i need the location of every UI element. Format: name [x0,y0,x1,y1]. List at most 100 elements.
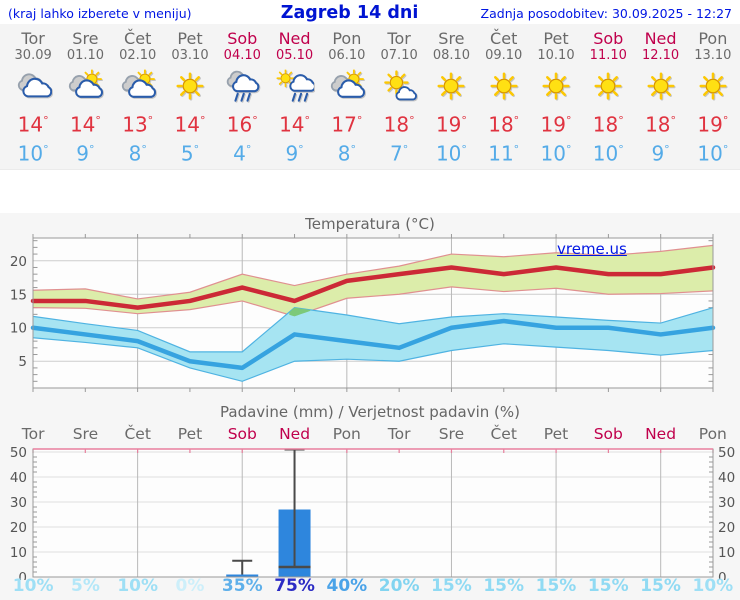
svg-text:10: 10 [10,545,27,561]
svg-text:40: 40 [10,470,27,486]
precip-day-label: Čet [490,425,517,443]
precip-day-labels: Tor Sre Čet Pet Sob Ned Pon Tor Sre Čet Pet Sob Ned P… [7,425,739,443]
day-date: 03.10 [171,48,209,63]
temp-max: 14° [17,112,49,137]
temp-min: 10° [697,141,729,166]
forecast-day-column: Pon 06.10 17° 8° [321,24,373,169]
day-date: 13.10 [694,48,732,63]
vreme-watermark-link[interactable]: vreme.us [557,240,627,258]
temp-min: 7° [390,141,409,166]
weather-icon-cloudy [14,69,52,103]
weather-icon-sunny [537,69,575,103]
temp-min: 9° [651,141,670,166]
forecast-day-column: Sob 04.10 16° 4° [216,24,268,169]
precip-day-label: Pet [543,425,569,443]
day-name: Pon [698,29,728,48]
precip-day-label: Tor [387,425,411,443]
forecast-day-column: Tor 07.10 18° 7° [373,24,425,169]
forecast-day-column: Sre 01.10 14° 9° [59,24,111,169]
forecast-day-column: Ned 12.10 18° 9° [634,24,686,169]
day-name: Čet [124,29,152,48]
day-name: Čet [490,29,518,48]
day-date: 10.10 [537,48,575,63]
temp-min: 5° [180,141,200,166]
forecast-day-column: Pon 13.10 19° 10° [687,24,739,169]
svg-text:30: 30 [718,495,735,511]
precip-probability: 5% [70,576,100,596]
weather-icon-partly-cloudy [119,69,157,103]
forecast-day-column: Tor 30.09 14° 10° [7,24,59,169]
precip-day-label: Pon [332,425,361,443]
day-date: 08.10 [432,48,471,63]
temp-max: 14° [279,112,311,137]
forecast-day-column: Čet 02.10 13° 8° [112,24,164,169]
forecast-day-column: Pet 10.10 19° 10° [530,24,582,169]
day-date: 09.10 [485,48,523,63]
precip-probability: 10% [117,576,159,596]
day-name: Sre [72,29,99,48]
svg-text:30: 30 [10,495,27,511]
svg-text:0: 0 [18,570,27,580]
day-name: Sre [438,29,465,48]
forecast-day-column: Ned 05.10 14° 9° [268,24,320,169]
temperature-chart-title: Temperatura (°C) [305,215,435,233]
forecast-day-column: Čet 09.10 18° 11° [478,24,530,169]
precip-day-label: Tor [21,425,45,443]
weather-icon-sunny [694,69,732,103]
temp-max: 16° [226,112,258,137]
precip-day-label: Pet [177,425,203,443]
svg-text:50: 50 [718,445,735,461]
precip-day-label: Ned [279,425,311,443]
precip-probability: 15% [483,576,525,596]
precip-probability: 75% [274,576,315,596]
day-date: 12.10 [641,48,680,63]
temp-min: 10° [540,141,572,166]
day-date: 01.10 [66,48,105,63]
day-name: Sob [227,29,258,48]
temp-min: 4° [233,141,252,166]
forecast-day-column: Sre 08.10 19° 10° [425,24,477,169]
precip-probability: 15% [587,576,629,596]
forecast-day-column: Pet 03.10 14° 5° [164,24,216,169]
weather-icon-sunny [589,69,627,103]
temp-max: 19° [697,112,729,137]
forecast-day-column: Sob 11.10 18° 10° [582,24,634,169]
precip-probability: 10% [692,576,734,596]
temp-min: 8° [128,141,147,166]
weather-icon-sun-rain [276,69,314,103]
day-name: Ned [644,29,677,48]
weather-icon-partly-cloudy [328,69,366,103]
temp-max: 19° [435,112,467,137]
weather-icon-rain [223,69,261,103]
precipitation-chart: 0 0 10 10 20 20 30 30 40 40 50 50 [10,445,735,580]
temp-min: 10° [435,141,467,166]
day-date: 07.10 [380,48,418,63]
weather-icon-sunny [432,69,470,103]
temp-min: 11° [488,141,520,166]
precip-probability-row: 10% 5% 10% 0% 35% 75% 40% 20% 15% 15% 15% 15% 15% 10% [7,576,739,596]
precip-day-label: Sre [72,425,99,443]
day-date: 06.10 [328,48,366,63]
precip-day-label: Čet [124,425,151,443]
day-date: 04.10 [223,48,261,63]
temp-min: 9° [285,141,304,166]
svg-text:0: 0 [718,570,727,580]
temp-min: 10° [17,141,49,166]
precip-probability: 15% [640,576,681,596]
precip-day-label: Ned [645,425,677,443]
page-title: Zagreb 14 dni [280,3,419,23]
svg-text:20: 20 [10,254,27,270]
temp-max: 18° [592,112,624,137]
temp-max: 17° [331,112,363,137]
svg-text:10: 10 [10,321,27,337]
temperature-chart: 5 10 15 20 [10,234,716,392]
day-name: Sob [593,29,624,48]
svg-text:5: 5 [18,354,27,370]
svg-text:50: 50 [10,445,27,461]
day-name: Pon [332,29,362,48]
header: (kraj lahko izberete v meniju) Zagreb 14… [0,0,740,24]
temp-max: 13° [122,112,154,137]
precip-day-label: Pon [698,425,727,443]
precip-day-label: Sob [227,425,257,443]
